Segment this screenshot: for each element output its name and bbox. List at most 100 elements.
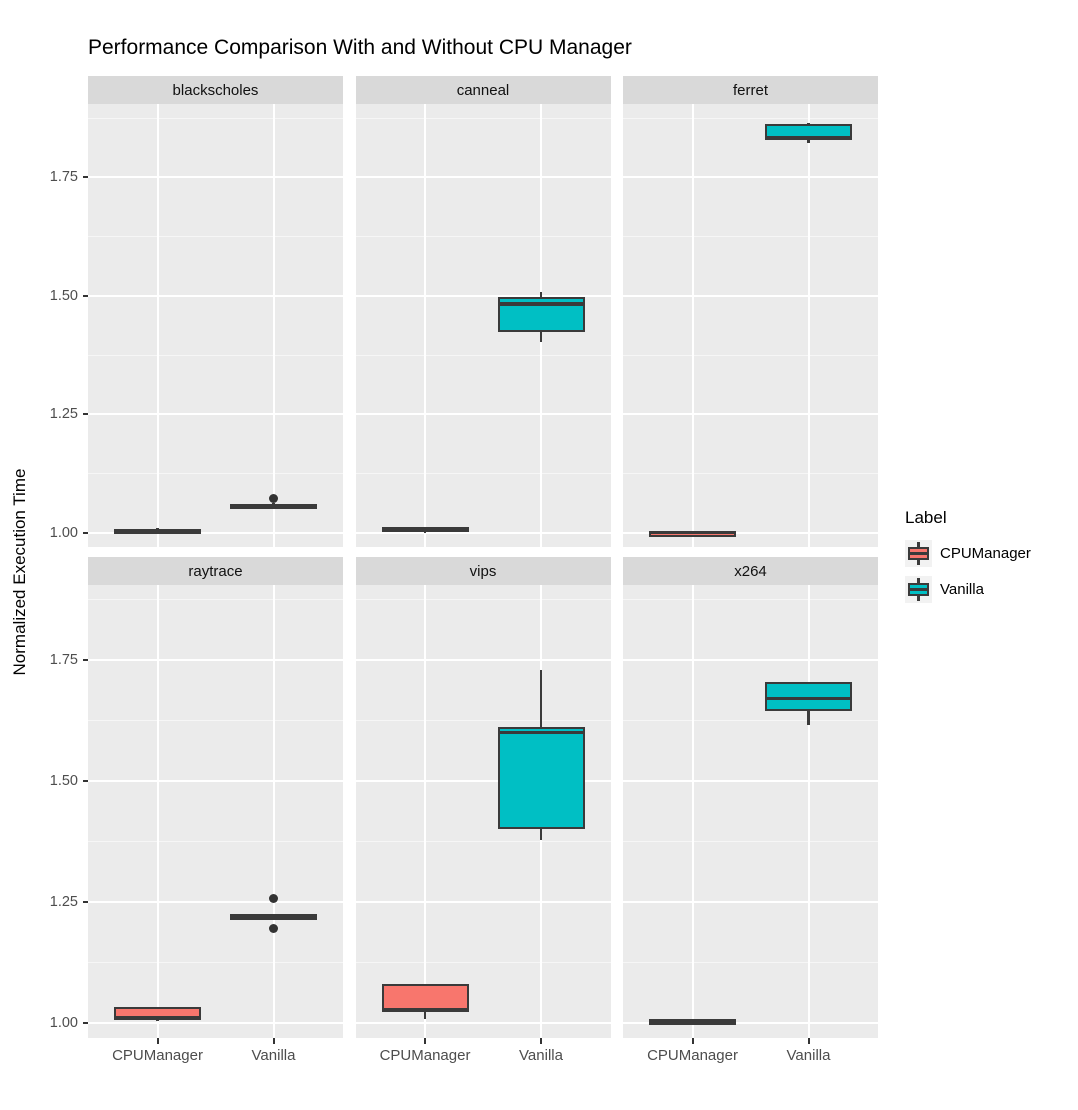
major-gridline — [355, 413, 611, 416]
major-gridline — [355, 294, 611, 297]
x-tick-label: Vanilla — [251, 1047, 296, 1064]
x-tick-label: CPUManager — [379, 1047, 471, 1064]
major-gridline — [623, 413, 878, 416]
legend-title: Label — [905, 508, 947, 527]
median-line — [114, 1016, 201, 1020]
minor-gridline — [88, 720, 343, 722]
major-gridline — [355, 659, 611, 662]
x-tick — [424, 1038, 426, 1044]
major-gridline — [623, 780, 878, 783]
major-gridline — [623, 176, 878, 179]
legend-label: Vanilla — [940, 581, 984, 598]
whisker — [423, 1011, 427, 1019]
minor-gridline — [88, 962, 343, 964]
x-tick — [691, 1038, 694, 1044]
y-tick — [83, 413, 88, 416]
minor-gridline — [355, 841, 611, 843]
facet-strip-label: ferret — [732, 81, 768, 99]
whisker — [156, 1019, 159, 1022]
y-tick-label: 1.25 — [49, 894, 78, 911]
box — [497, 726, 585, 829]
minor-gridline — [623, 117, 878, 119]
major-gridline-x — [807, 585, 810, 1038]
facet-panel — [623, 104, 878, 547]
facet-strip: ferret — [623, 76, 878, 104]
whisker — [539, 828, 543, 840]
facet-panel — [355, 585, 611, 1038]
y-tick-label: 1.75 — [49, 652, 78, 669]
outlier-point — [269, 924, 278, 933]
minor-gridline — [355, 599, 611, 601]
x-tick-label: Vanilla — [786, 1047, 831, 1064]
major-gridline — [88, 1022, 343, 1025]
major-gridline — [355, 901, 611, 904]
facet-strip: canneal — [355, 76, 611, 104]
facet-strip: blackscholes — [88, 76, 343, 104]
minor-gridline — [88, 236, 343, 238]
minor-gridline — [88, 841, 343, 843]
y-axis-title: Normalized Execution Time — [10, 468, 29, 676]
major-gridline — [88, 531, 343, 534]
facet-strip: x264 — [623, 557, 878, 585]
boxplot-key-icon — [905, 576, 932, 603]
median-line — [649, 530, 736, 535]
facet-strip: vips — [355, 557, 611, 585]
facet-strip-label: x264 — [734, 562, 767, 580]
y-tick-label: 1.50 — [49, 773, 78, 790]
major-gridline — [355, 1022, 611, 1025]
y-tick-label: 1.75 — [49, 169, 78, 186]
y-tick-label: 1.50 — [49, 287, 78, 304]
major-gridline-x — [156, 585, 159, 1038]
x-tick — [540, 1038, 542, 1044]
minor-gridline — [623, 354, 878, 356]
major-gridline — [355, 531, 611, 534]
major-gridline — [623, 659, 878, 662]
legend-item-cpumanager: CPUManager — [905, 540, 1031, 567]
major-gridline-x — [424, 585, 426, 1038]
minor-gridline — [88, 354, 343, 356]
whisker — [539, 670, 543, 727]
median-line — [381, 528, 469, 533]
facet-strip-label: blackscholes — [172, 81, 259, 99]
y-tick-label: 1.00 — [49, 524, 78, 541]
legend: Label CPUManager Vanilla — [905, 508, 1031, 612]
y-tick — [83, 901, 88, 904]
major-gridline — [88, 780, 343, 783]
y-tick — [83, 176, 88, 179]
facet-panel — [355, 104, 611, 547]
x-tick-label: Vanilla — [519, 1047, 563, 1064]
minor-gridline — [88, 117, 343, 119]
facet-panel — [623, 585, 878, 1038]
major-gridline — [88, 413, 343, 416]
median-line — [497, 730, 585, 735]
median-line — [765, 136, 852, 140]
x-tick — [272, 1038, 275, 1044]
y-tick — [83, 294, 88, 297]
chart-title: Performance Comparison With and Without … — [88, 36, 632, 59]
x-tick-label: CPUManager — [112, 1047, 203, 1064]
major-gridline-x — [807, 104, 810, 547]
facet-strip-label: vips — [469, 562, 497, 580]
x-tick-label: CPUManager — [647, 1047, 738, 1064]
major-gridline-x — [691, 585, 694, 1038]
major-gridline — [355, 780, 611, 783]
median-line — [230, 914, 317, 918]
minor-gridline — [623, 720, 878, 722]
whisker — [807, 711, 810, 725]
minor-gridline — [623, 841, 878, 843]
median-line — [381, 1008, 469, 1012]
whisker — [156, 528, 159, 529]
legend-label: CPUManager — [940, 545, 1031, 562]
minor-gridline — [88, 599, 343, 601]
minor-gridline — [623, 962, 878, 964]
median-line — [765, 696, 852, 701]
major-gridline-x — [424, 104, 426, 547]
minor-gridline — [355, 473, 611, 475]
outlier-point — [269, 894, 278, 904]
y-tick — [83, 659, 88, 662]
median-line — [114, 528, 201, 533]
y-tick — [83, 531, 88, 534]
y-tick-label: 1.25 — [49, 406, 78, 423]
whisker — [539, 292, 543, 298]
major-gridline — [88, 901, 343, 904]
